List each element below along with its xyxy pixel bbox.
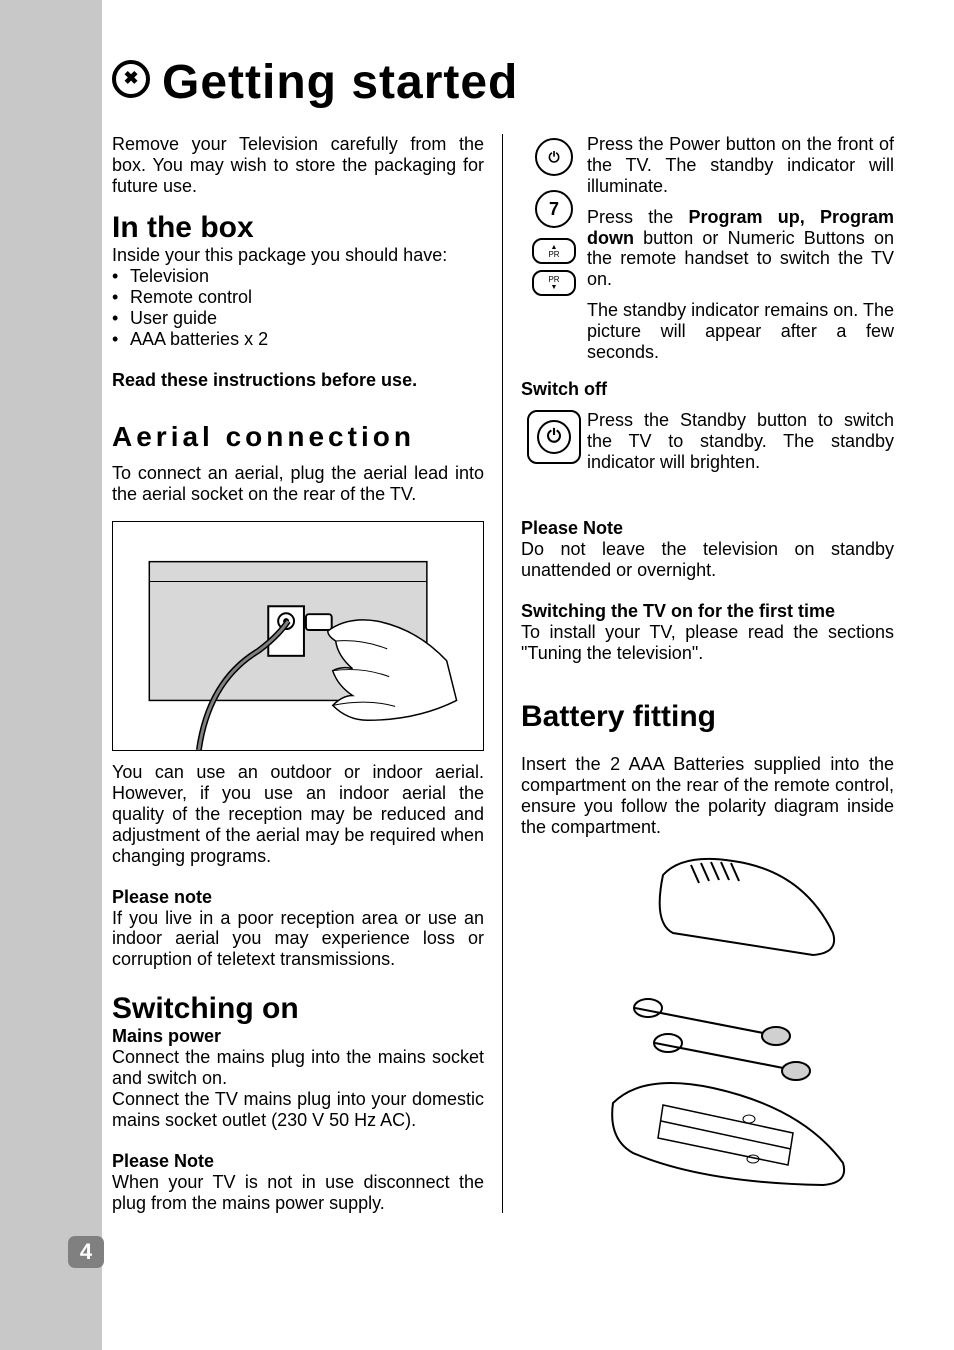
page-title: Getting started (162, 55, 518, 110)
arrow-down-icon: ▼ (551, 284, 558, 291)
in-the-box-intro: Inside your this package you should have… (112, 245, 484, 266)
section-icon: ✖ (112, 60, 150, 98)
box-items-list: Television Remote control User guide AAA… (112, 266, 484, 351)
read-instructions: Read these instructions before use. (112, 370, 484, 391)
list-item: Television (112, 266, 484, 287)
aerial-intro: To connect an aerial, plug the aerial le… (112, 463, 484, 505)
power-icon-stack: ⏻ 7 ▲ PR PR ▼ (521, 134, 587, 296)
please-note-r-text: Do not leave the television on standby u… (521, 539, 894, 581)
switching-on-heading: Switching on (112, 992, 484, 1026)
battery-text: Insert the 2 AAA Batteries supplied into… (521, 754, 894, 838)
mains-power-label: Mains power (112, 1026, 484, 1047)
list-item: AAA batteries x 2 (112, 329, 484, 350)
program-text: Press the Program up, Program down butto… (587, 207, 894, 291)
power-text: Press the Power button on the front of t… (587, 134, 894, 197)
aerial-heading: Aerial connection (112, 421, 484, 453)
first-time-heading: Switching the TV on for the first time (521, 601, 894, 622)
program-text-post: button or Numeric Buttons on the remote … (587, 228, 894, 290)
please-note-2-label: Please Note (112, 1151, 484, 1172)
numeric-7-button-icon: 7 (535, 190, 573, 228)
please-note-r-label: Please Note (521, 518, 894, 539)
battery-heading: Battery fitting (521, 700, 894, 734)
please-note-text: If you live in a poor reception area or … (112, 908, 484, 971)
standby-button-icon: ⏻ (527, 410, 581, 464)
mains-power-text1: Connect the mains plug into the mains so… (112, 1047, 484, 1089)
standby-icon-stack: ⏻ (521, 410, 587, 464)
list-item: Remote control (112, 287, 484, 308)
title-row: ✖ Getting started (112, 55, 894, 110)
seven-glyph-icon: 7 (549, 199, 559, 220)
section-icon-glyph: ✖ (123, 68, 138, 89)
switch-off-row: ⏻ Press the Standby button to switch the… (521, 410, 894, 473)
aerial-illustration (112, 521, 484, 751)
please-note-2-text: When your TV is not in use disconnect th… (112, 1172, 484, 1214)
page-number-badge: 4 (68, 1236, 104, 1268)
sidebar (0, 0, 102, 1350)
list-item: User guide (112, 308, 484, 329)
power-button-icon: ⏻ (535, 138, 573, 176)
switch-off-text: Press the Standby button to switch the T… (587, 410, 894, 473)
standby-glyph-icon: ⏻ (547, 426, 561, 447)
battery-illustration (553, 843, 863, 1193)
program-text-pre: Press the (587, 207, 689, 227)
please-note-label: Please note (112, 887, 484, 908)
right-column: ⏻ 7 ▲ PR PR ▼ (503, 134, 894, 1213)
switch-off-heading: Switch off (521, 379, 894, 400)
aerial-note: You can use an outdoor or indoor aerial.… (112, 762, 484, 866)
power-row: ⏻ 7 ▲ PR PR ▼ (521, 134, 894, 363)
first-time-text: To install your TV, please read the sect… (521, 622, 894, 664)
mains-power-text2: Connect the TV mains plug into your dome… (112, 1089, 484, 1131)
in-the-box-heading: In the box (112, 211, 484, 245)
program-up-button-icon: ▲ PR (532, 238, 576, 264)
program-down-button-icon: PR ▼ (532, 270, 576, 296)
page-content: ✖ Getting started Remove your Television… (112, 55, 894, 1290)
pr-label-icon: PR (548, 251, 559, 259)
standby-remains-text: The standby indicator remains on. The pi… (587, 300, 894, 363)
pr-label-icon: PR (548, 276, 559, 284)
power-glyph-icon: ⏻ (548, 149, 559, 166)
columns: Remove your Television carefully from th… (112, 134, 894, 1213)
intro-text: Remove your Television carefully from th… (112, 134, 484, 197)
power-text-block: Press the Power button on the front of t… (587, 134, 894, 363)
left-column: Remove your Television carefully from th… (112, 134, 503, 1213)
